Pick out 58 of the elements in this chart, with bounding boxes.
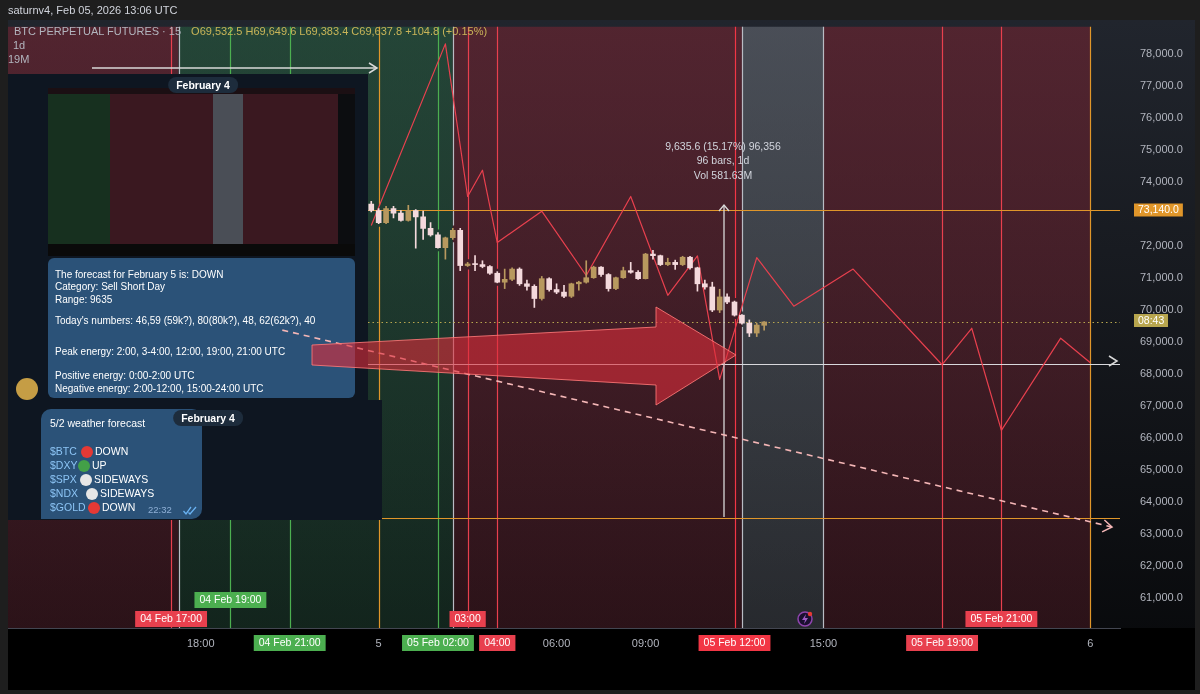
x-tick-label: 06:00 bbox=[542, 636, 571, 649]
y-tick-label: 64,000.0 bbox=[1140, 495, 1183, 508]
y-tick-label: 66,000.0 bbox=[1140, 431, 1183, 444]
ref-line-label: 05 Feb 19:00 bbox=[911, 636, 974, 649]
text: saturnv4, Feb 05, 2026 13:06 UTC bbox=[8, 4, 178, 16]
annotation: DOWN bbox=[95, 445, 129, 457]
annotation: $GOLD bbox=[50, 501, 86, 513]
x-tick-label: 5 bbox=[375, 636, 382, 649]
ref-line-label: 05 Feb 21:00 bbox=[970, 612, 1033, 625]
y-tick-label: 74,000.0 bbox=[1140, 175, 1183, 188]
y-tick-label: 68,000.0 bbox=[1140, 367, 1183, 380]
y-tick-label: 62,000.0 bbox=[1140, 559, 1183, 572]
x-tick-label: 09:00 bbox=[631, 636, 660, 649]
annotation: SIDEWAYS bbox=[100, 487, 155, 499]
annotation: $NDX bbox=[50, 487, 79, 499]
annotation: Category: Sell Short Day bbox=[55, 281, 166, 292]
ref-line-label: 05 Feb 02:00 bbox=[407, 636, 470, 649]
annotation: SIDEWAYS bbox=[94, 473, 149, 485]
ref-line-label: 04 Feb 19:00 bbox=[199, 593, 262, 606]
y-tick-label: 76,000.0 bbox=[1140, 111, 1183, 124]
y-tick-label: 71,000.0 bbox=[1140, 271, 1183, 284]
annotation: 19M bbox=[8, 53, 30, 65]
y-tick-label: 78,000.0 bbox=[1140, 47, 1183, 60]
ref-line-label: 03:00 bbox=[454, 612, 481, 625]
annotation: Today's numbers: 46,59 (59k?), 80(80k?), 48, 62(62k?), 40 bbox=[55, 315, 316, 326]
annotation: Peak energy: 2:00, 3-4:00, 12:00, 19:00, 21:00 UTC bbox=[55, 346, 286, 357]
text: 08:43 bbox=[1134, 314, 1169, 327]
ref-line-label: 05 Feb 12:00 bbox=[703, 636, 766, 649]
annotation: $SPX bbox=[50, 473, 77, 485]
y-tick-label: 77,000.0 bbox=[1140, 79, 1183, 92]
annotation: 1d bbox=[13, 39, 26, 51]
y-tick-label: 70,000.0 bbox=[1140, 303, 1183, 316]
annotation: $DXY bbox=[50, 459, 78, 471]
x-tick-label: 15:00 bbox=[809, 636, 838, 649]
ref-line-label: 04 Feb 21:00 bbox=[258, 636, 321, 649]
x-tick-label: 6 bbox=[1087, 636, 1094, 649]
annotation: February 4 bbox=[168, 77, 238, 93]
y-tick-label: 72,000.0 bbox=[1140, 239, 1183, 252]
y-tick-label: 69,000.0 bbox=[1140, 335, 1183, 348]
annotation: UP bbox=[92, 459, 107, 471]
annotation: 5/2 weather forecast bbox=[50, 417, 146, 429]
ref-line-label: 04:00 bbox=[484, 636, 511, 649]
annotation: February 4 bbox=[173, 410, 243, 426]
y-tick-label: 63,000.0 bbox=[1140, 527, 1183, 540]
annotation: Range: 9635 bbox=[55, 294, 113, 305]
y-tick-label: 75,000.0 bbox=[1140, 143, 1183, 156]
annotation: DOWN bbox=[102, 501, 136, 513]
ref-line-label: 04 Feb 17:00 bbox=[140, 612, 203, 625]
x-tick-label: 18:00 bbox=[186, 636, 215, 649]
ref-line-label: 73,140.0 bbox=[1138, 203, 1180, 216]
y-tick-label: 67,000.0 bbox=[1140, 399, 1183, 412]
y-tick-label: 61,000.0 bbox=[1140, 591, 1183, 604]
y-tick-label: 65,000.0 bbox=[1140, 463, 1183, 476]
annotation: The forecast for February 5 is: DOWN bbox=[55, 269, 224, 280]
annotation: 22:32 bbox=[148, 504, 172, 515]
annotation: Negative energy: 2:00-12:00, 15:00-24:00 UTC bbox=[55, 383, 264, 394]
annotation: Positive energy: 0:00-2:00 UTC bbox=[55, 370, 195, 381]
annotation: $BTC bbox=[50, 445, 77, 457]
